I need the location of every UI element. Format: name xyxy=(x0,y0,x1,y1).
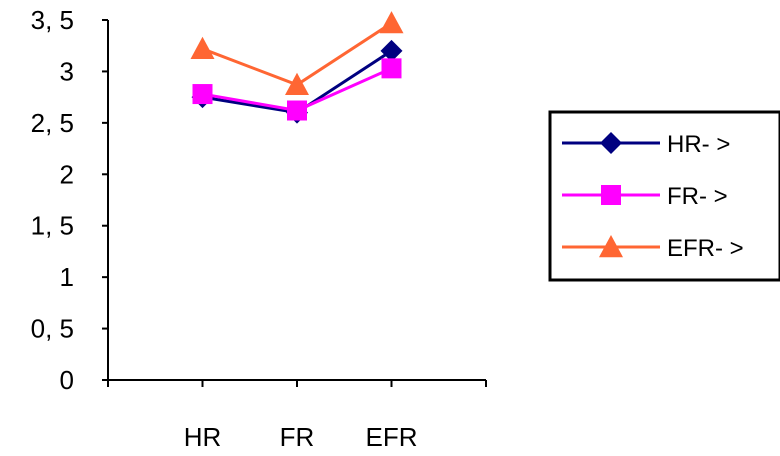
y-tick-label: 2 xyxy=(60,159,74,189)
x-tick-label: HR xyxy=(184,422,222,452)
legend-item: HR- > xyxy=(562,131,730,158)
legend-swatch-marker xyxy=(599,235,623,258)
series-2 xyxy=(190,11,404,95)
series-1 xyxy=(192,58,402,121)
legend: HR- > FR- > EFR- > xyxy=(548,110,780,282)
y-tick-label: 0, 5 xyxy=(31,314,74,344)
data-point-triangle xyxy=(379,11,404,34)
data-point-triangle xyxy=(190,36,215,59)
legend-swatch-marker xyxy=(601,185,621,205)
legend-label: HR- > xyxy=(667,131,730,158)
series-layer xyxy=(190,11,404,124)
y-tick-label: 3 xyxy=(60,56,74,86)
data-point-square xyxy=(192,84,213,105)
y-tick-label: 3, 5 xyxy=(31,5,74,35)
data-point-square xyxy=(287,100,307,121)
y-tick-label: 1, 5 xyxy=(31,211,74,241)
legend-item: FR- > xyxy=(562,183,728,210)
y-tick-label: 1 xyxy=(60,262,74,292)
y-tick-label: 2, 5 xyxy=(31,108,74,138)
legend-label: FR- > xyxy=(667,183,728,210)
x-ticks: HR FR EFR xyxy=(107,380,487,452)
y-ticks: 0 0, 5 1 1, 5 2 2, 5 3 3, 5 xyxy=(31,5,108,395)
legend-item: EFR- > xyxy=(562,235,744,262)
data-point-triangle xyxy=(285,72,309,95)
data-point-square xyxy=(381,58,402,79)
data-point-diamond xyxy=(380,39,403,62)
legend-swatch-marker xyxy=(600,132,622,154)
legend-label: EFR- > xyxy=(667,235,744,262)
y-tick-label: 0 xyxy=(60,365,74,395)
x-tick-label: EFR xyxy=(366,422,418,452)
x-tick-label: FR xyxy=(280,422,315,452)
